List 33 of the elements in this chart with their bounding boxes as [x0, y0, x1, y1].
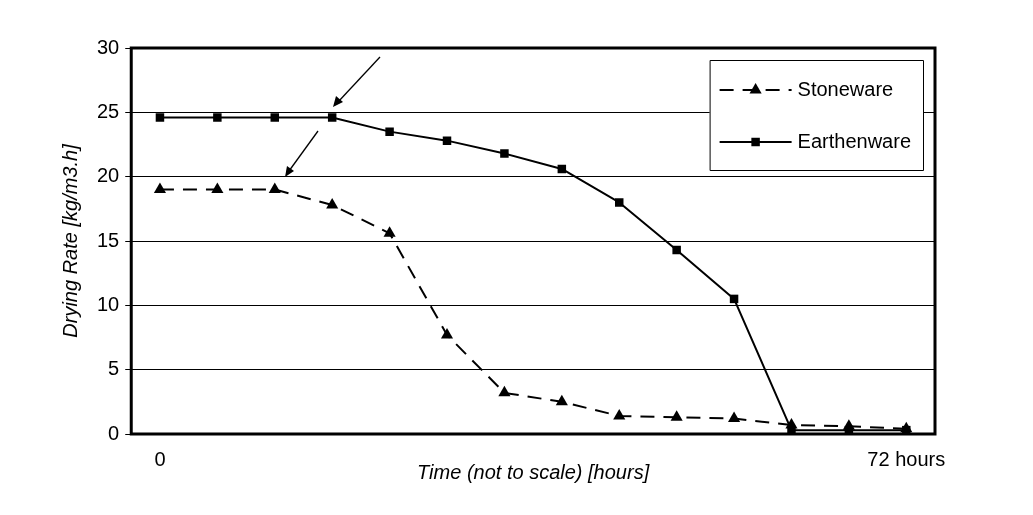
point: [383, 226, 396, 237]
point: [327, 113, 337, 122]
y-tick-label: 20: [97, 164, 120, 187]
point: [326, 197, 339, 209]
point: [213, 113, 222, 122]
point: [615, 198, 624, 207]
point: [670, 410, 683, 421]
y-tick-label: 5: [108, 357, 120, 380]
point: [672, 245, 681, 255]
x-tick-label: 72 hours: [867, 447, 946, 470]
point: [500, 149, 509, 158]
y-tick-label: 10: [97, 292, 120, 315]
point: [211, 182, 224, 194]
point: [155, 113, 165, 122]
point: [613, 408, 626, 420]
point: [728, 411, 741, 423]
legend-label: Earthenware: [797, 129, 912, 152]
point: [442, 136, 452, 145]
y-tick-label: 25: [97, 99, 120, 122]
x-axis-title: Time (not to scale) [hours]: [417, 460, 650, 483]
point: [153, 182, 167, 194]
point: [268, 182, 281, 194]
y-tick-label: 30: [97, 35, 120, 58]
point: [270, 113, 280, 122]
legend-label: Stoneware: [797, 77, 894, 100]
point: [385, 127, 394, 136]
y-axis-title: Drying Rate [kg/m3.h]: [58, 143, 81, 338]
point: [440, 327, 454, 339]
y-tick-label: 15: [97, 228, 120, 251]
point: [902, 425, 911, 434]
y-tick-label: 0: [108, 421, 120, 444]
point: [555, 394, 568, 406]
point: [498, 385, 511, 397]
